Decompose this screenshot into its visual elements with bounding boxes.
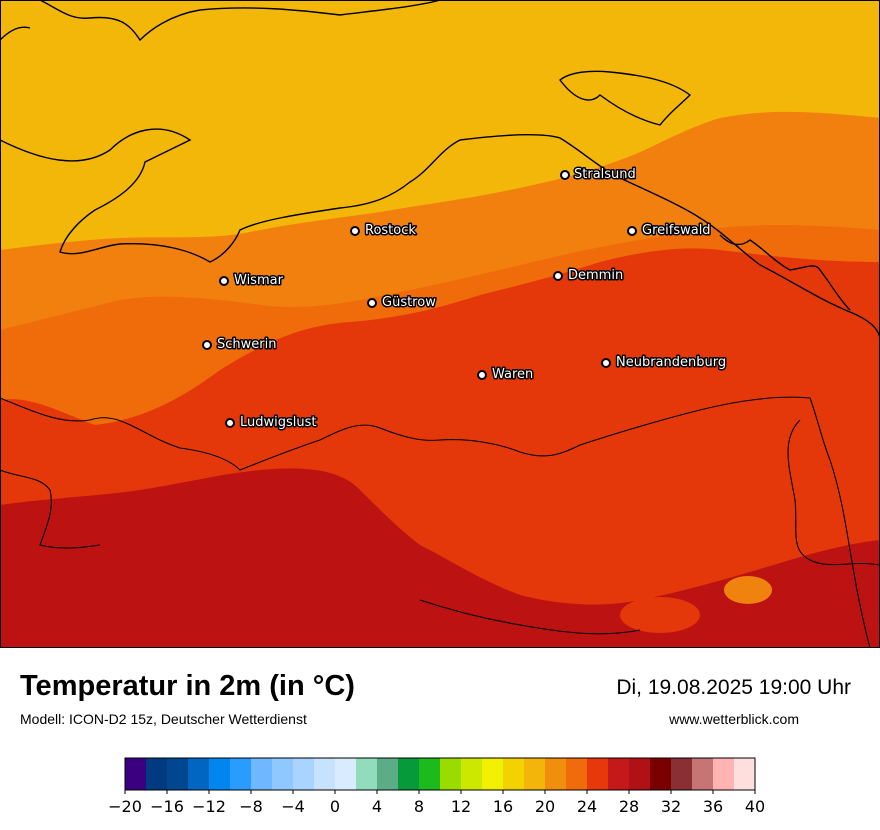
city-marker xyxy=(350,226,360,236)
tick-label: 36 xyxy=(703,797,723,816)
color-swatch xyxy=(587,758,609,790)
color-swatch xyxy=(524,758,546,790)
color-swatch xyxy=(650,758,672,790)
tick-label: −4 xyxy=(281,797,305,816)
city-schwerin[interactable]: Schwerin xyxy=(202,336,278,354)
city-label: Ludwigslust xyxy=(240,415,317,430)
color-swatch xyxy=(734,758,756,790)
city-demmin[interactable]: Demmin xyxy=(553,267,625,285)
color-swatch xyxy=(440,758,462,790)
color-swatch xyxy=(713,758,735,790)
tick-label: 0 xyxy=(330,797,340,816)
temperature-map: Stralsund Rostock Greifswald Wismar Demm… xyxy=(0,0,880,648)
city-marker xyxy=(601,358,611,368)
city-label: Stralsund xyxy=(574,167,636,182)
city-stralsund[interactable]: Stralsund xyxy=(560,166,637,184)
city-wismar[interactable]: Wismar xyxy=(219,272,285,290)
color-swatch xyxy=(419,758,441,790)
chart-title: Temperatur in 2m (in °C) xyxy=(20,670,355,702)
color-swatch xyxy=(629,758,651,790)
city-marker xyxy=(202,340,212,350)
forecast-datetime: Di, 19.08.2025 19:00 Uhr xyxy=(616,676,851,699)
city-ludwigslust[interactable]: Ludwigslust xyxy=(225,414,318,432)
color-swatch xyxy=(293,758,315,790)
temp-patch-24-26 xyxy=(620,597,700,633)
city-label: Waren xyxy=(492,367,533,382)
tick-label: 32 xyxy=(661,797,681,816)
color-legend-ticks: −20 −16 −12 −8 −4 0 4 8 12 16 20 24 28 32 36 40 xyxy=(108,790,765,816)
color-swatch xyxy=(251,758,273,790)
state-border xyxy=(0,396,880,648)
city-label: Rostock xyxy=(365,223,416,238)
city-guestrow[interactable]: Güstrow xyxy=(367,294,438,312)
color-legend: −20 −16 −12 −8 −4 0 4 8 12 16 20 24 28 32 36 40 xyxy=(108,757,765,816)
color-swatch xyxy=(545,758,567,790)
city-label: Wismar xyxy=(234,273,284,288)
tick-label: 8 xyxy=(414,797,424,816)
tick-label: −12 xyxy=(192,797,226,816)
color-swatch xyxy=(461,758,483,790)
color-swatch xyxy=(377,758,399,790)
city-marker xyxy=(477,370,487,380)
color-swatch xyxy=(482,758,504,790)
tick-label: 40 xyxy=(745,797,765,816)
color-swatch xyxy=(314,758,336,790)
color-swatch xyxy=(398,758,420,790)
tick-label: 4 xyxy=(372,797,382,816)
model-source: Modell: ICON-D2 15z, Deutscher Wetterdie… xyxy=(20,711,307,727)
tick-label: 16 xyxy=(493,797,513,816)
city-label: Güstrow xyxy=(382,295,436,310)
color-swatch xyxy=(335,758,357,790)
city-greifswald[interactable]: Greifswald xyxy=(627,222,712,240)
city-neubrandenburg[interactable]: Neubrandenburg xyxy=(601,354,728,372)
color-swatch xyxy=(167,758,189,790)
color-swatch xyxy=(188,758,210,790)
color-swatch xyxy=(209,758,231,790)
city-label: Greifswald xyxy=(642,223,711,238)
color-swatch xyxy=(503,758,525,790)
city-marker xyxy=(627,226,637,236)
color-swatch xyxy=(230,758,252,790)
color-swatch xyxy=(608,758,630,790)
tick-label: −16 xyxy=(150,797,184,816)
tick-label: 20 xyxy=(535,797,555,816)
tick-label: −8 xyxy=(239,797,263,816)
color-legend-frame xyxy=(124,757,756,791)
color-swatch xyxy=(356,758,378,790)
city-label: Schwerin xyxy=(217,337,276,352)
city-rostock[interactable]: Rostock xyxy=(350,222,418,240)
tick-label: −20 xyxy=(108,797,142,816)
color-swatch xyxy=(272,758,294,790)
color-swatch xyxy=(692,758,714,790)
color-swatch xyxy=(146,758,168,790)
city-marker xyxy=(225,418,235,428)
city-waren[interactable]: Waren xyxy=(477,366,535,384)
coastline xyxy=(0,0,880,341)
color-swatch xyxy=(566,758,588,790)
tick-label: 24 xyxy=(577,797,597,816)
city-marker xyxy=(367,298,377,308)
tick-label: 12 xyxy=(451,797,471,816)
city-marker xyxy=(553,271,563,281)
city-label: Neubrandenburg xyxy=(616,355,726,370)
color-legend-swatches xyxy=(125,758,756,790)
color-swatch xyxy=(125,758,147,790)
city-marker xyxy=(219,276,229,286)
city-label: Demmin xyxy=(568,268,623,283)
temp-patch-22-24 xyxy=(724,576,772,604)
color-swatch xyxy=(671,758,693,790)
tick-label: 28 xyxy=(619,797,639,816)
city-marker xyxy=(560,170,570,180)
website-link[interactable]: www.wetterblick.com xyxy=(669,711,799,727)
